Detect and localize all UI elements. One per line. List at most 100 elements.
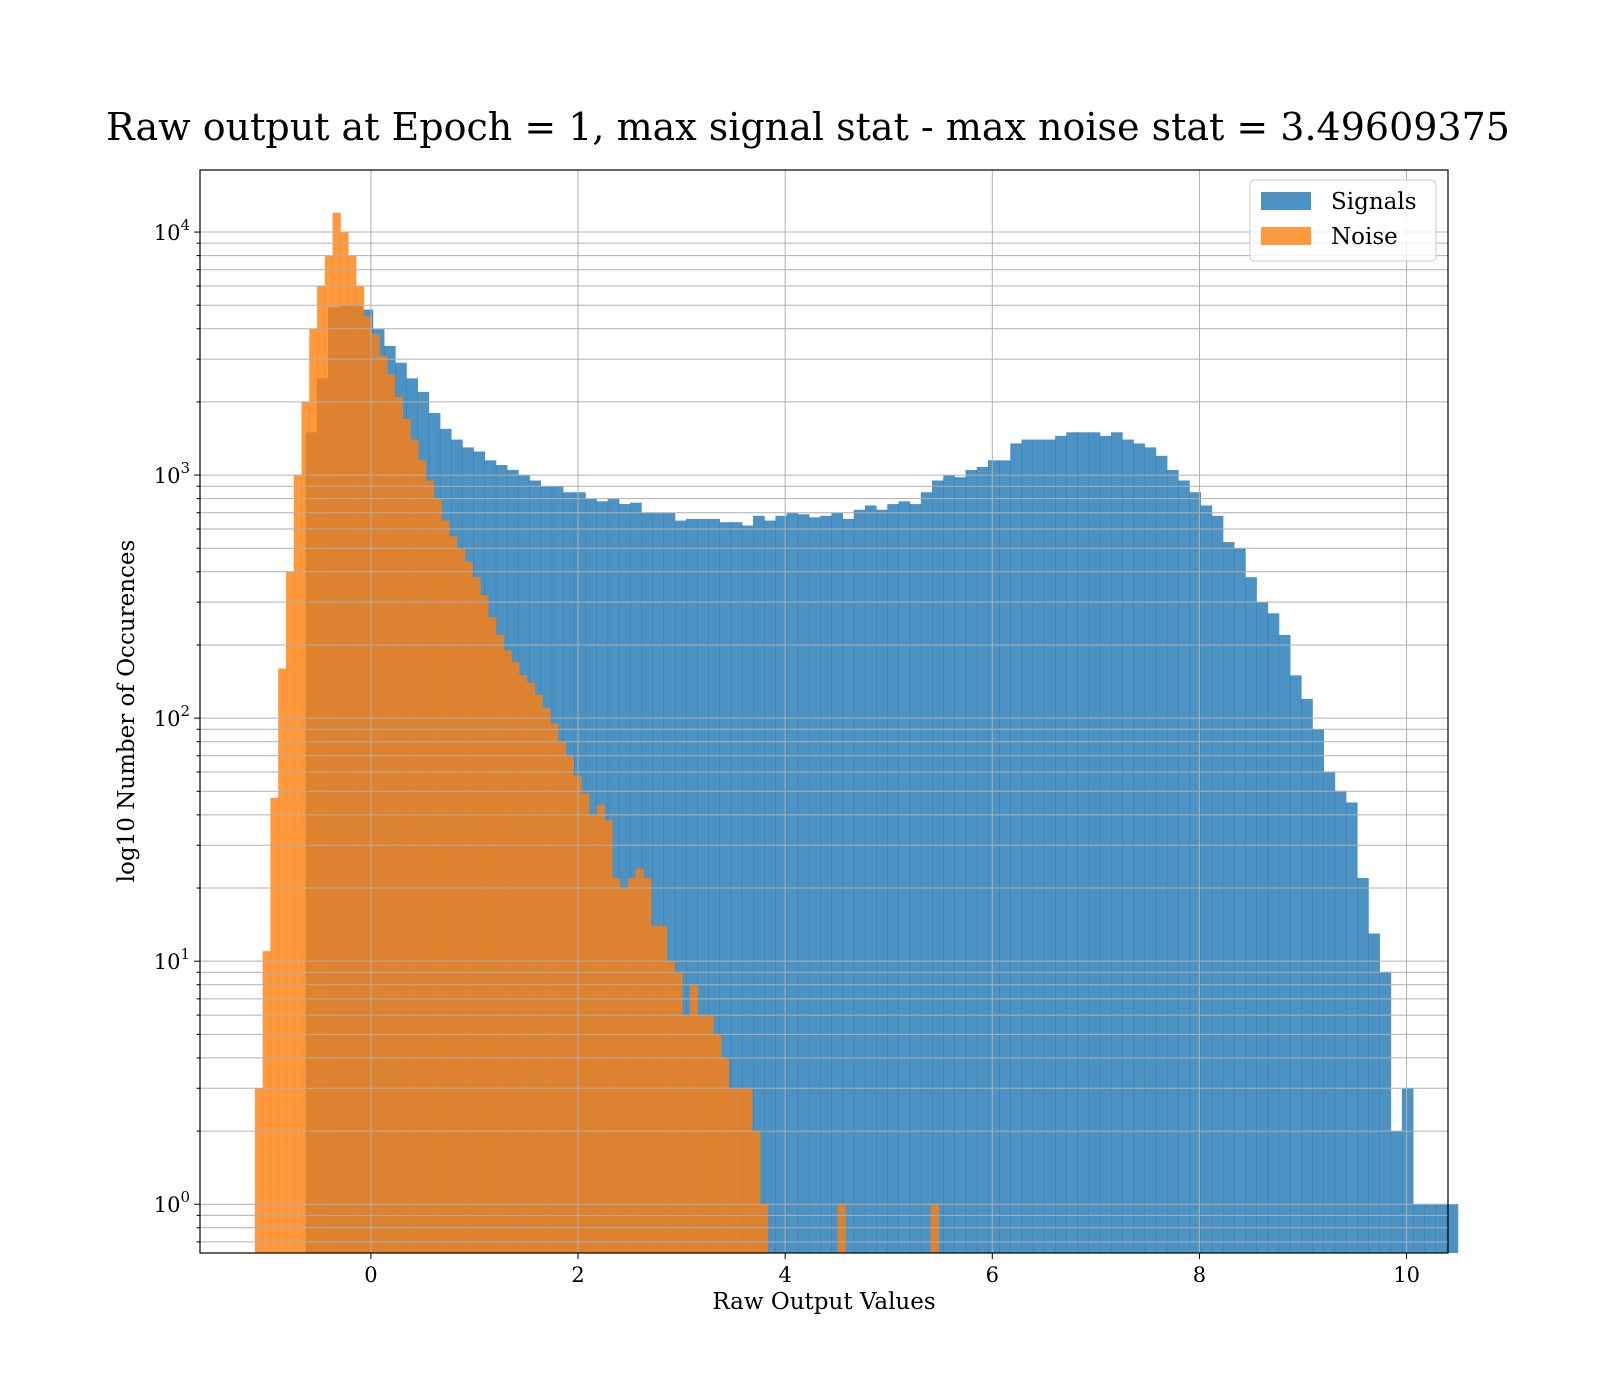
- legend-label-noise: Noise: [1331, 224, 1398, 250]
- noise-bar: [526, 682, 536, 1253]
- plot-area: [199, 169, 1459, 1254]
- signals-bar: [775, 515, 788, 1253]
- noise-bar: [604, 820, 613, 1253]
- signals-bar: [1256, 602, 1269, 1253]
- noise-bar: [666, 961, 675, 1253]
- noise-bar: [270, 797, 279, 1253]
- signals-bar: [1200, 505, 1213, 1254]
- legend-label-signals: Signals: [1331, 189, 1417, 215]
- signals-bar: [764, 520, 776, 1253]
- signals-bar: [965, 469, 978, 1253]
- legend: Signals Noise: [1249, 179, 1437, 262]
- noise-bar: [348, 255, 357, 1254]
- signals-bar: [674, 520, 687, 1253]
- signals-bar: [1424, 1204, 1436, 1253]
- noise-bar: [752, 1131, 761, 1253]
- signals-bar: [1390, 1131, 1403, 1253]
- noise-bar: [293, 475, 302, 1254]
- noise-bar: [511, 662, 520, 1253]
- signals-bar: [1155, 455, 1168, 1254]
- noise-bar: [449, 536, 458, 1253]
- noise-bar: [418, 460, 427, 1254]
- legend-swatch-signals: [1261, 192, 1311, 210]
- signals-bar: [876, 509, 888, 1253]
- signals-bar: [987, 460, 1000, 1254]
- signals-bar: [1435, 1204, 1448, 1253]
- noise-bar: [324, 255, 334, 1254]
- signals-bar: [741, 525, 754, 1253]
- x-tick-label: 8: [1193, 1263, 1206, 1287]
- signals-bar: [1222, 542, 1235, 1253]
- noise-bar: [542, 708, 551, 1253]
- signals-bar: [797, 514, 810, 1253]
- plot-frame: [199, 169, 1449, 1254]
- noise-bar: [285, 571, 295, 1253]
- noise-bar: [340, 232, 349, 1254]
- signals-bar: [697, 518, 709, 1253]
- signals-bar: [1245, 577, 1257, 1253]
- signals-bar: [652, 512, 665, 1253]
- signals-bar: [1055, 435, 1067, 1253]
- signals-bar: [685, 518, 698, 1253]
- noise-bar: [262, 951, 271, 1253]
- grid-lines: [200, 170, 1448, 1253]
- signals-bar: [1122, 439, 1134, 1253]
- y-tick-label: 103: [154, 459, 190, 488]
- noise-bar: [736, 1088, 745, 1253]
- noise-bar: [744, 1088, 753, 1253]
- signals-bar: [1021, 439, 1034, 1253]
- signals-bar: [1345, 802, 1358, 1253]
- signals-bar: [1144, 447, 1157, 1253]
- signals-bar: [1099, 435, 1112, 1253]
- signals-bar: [887, 504, 899, 1253]
- signals-bar: [864, 505, 877, 1254]
- noise-bar: [456, 548, 466, 1253]
- signals-bar: [1043, 439, 1056, 1253]
- noise-bar: [643, 877, 652, 1253]
- signals-bar: [708, 518, 720, 1253]
- y-tick-label: 104: [154, 216, 190, 245]
- noise-bar: [682, 1015, 691, 1253]
- noise-bar: [518, 675, 528, 1253]
- signals-bar: [920, 492, 933, 1253]
- signals-bar: [831, 512, 844, 1253]
- signals-bar: [932, 480, 944, 1253]
- noise-bar: [425, 480, 435, 1253]
- y-tick-label: 100: [154, 1188, 190, 1217]
- noise-bar: [627, 877, 637, 1253]
- signals-bar: [1234, 548, 1246, 1253]
- signals-bar: [1446, 1204, 1459, 1253]
- noise-bar: [534, 694, 543, 1253]
- y-tick-label: 101: [154, 945, 190, 974]
- signals-bar: [663, 512, 676, 1253]
- noise-bar: [402, 419, 411, 1254]
- noise-bar: [651, 925, 660, 1253]
- noise-bar: [464, 561, 473, 1253]
- signals-bar: [909, 504, 922, 1253]
- signals-bar: [1077, 432, 1090, 1253]
- signals-bar: [943, 475, 955, 1254]
- signals-bar: [1278, 634, 1291, 1253]
- x-tick-label: 4: [778, 1263, 791, 1287]
- signals-bar: [1088, 432, 1101, 1253]
- chart-title: Raw output at Epoch = 1, max signal stat…: [106, 105, 1510, 149]
- signals-bar: [1178, 480, 1190, 1253]
- signals-bar: [1010, 443, 1023, 1253]
- signals-bar: [1267, 613, 1280, 1253]
- signals-bar: [1301, 698, 1313, 1253]
- noise-bar: [301, 401, 310, 1253]
- signals-bar: [1032, 439, 1045, 1253]
- signals-bar: [820, 515, 832, 1253]
- noise-bar: [759, 1204, 769, 1253]
- noise-bar: [596, 804, 605, 1253]
- noise-bar: [930, 1204, 939, 1253]
- noise-bar: [689, 984, 699, 1253]
- y-axis-label: log10 Number of Occurences: [114, 540, 140, 883]
- noise-bar: [355, 285, 365, 1254]
- noise-bar: [254, 1088, 264, 1253]
- noise-bar: [550, 723, 559, 1253]
- signals-bar: [954, 477, 967, 1254]
- signals-bar: [1379, 972, 1392, 1253]
- signals-bar: [808, 517, 821, 1253]
